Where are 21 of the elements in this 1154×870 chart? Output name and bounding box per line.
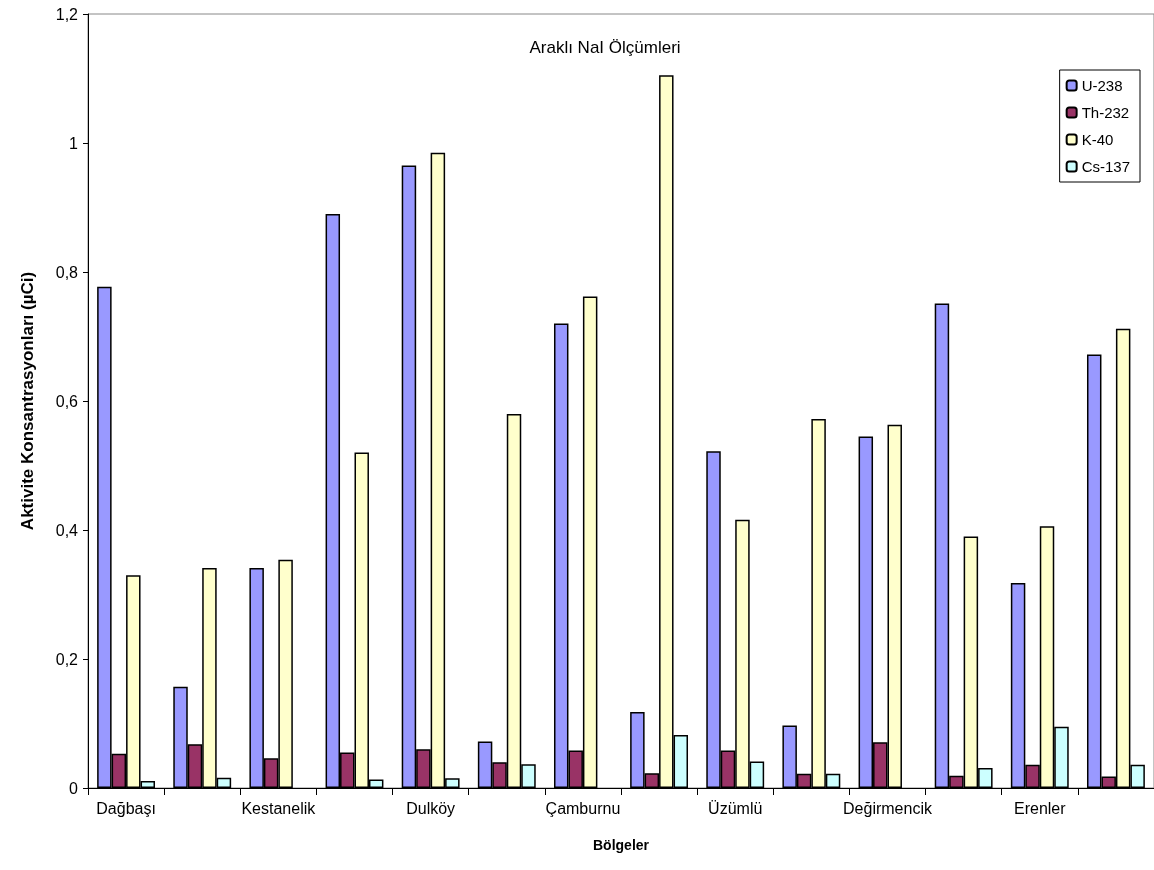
- y-tick-label: 0,4: [55, 521, 79, 539]
- x-tick-label: Dağbaşı: [96, 799, 156, 817]
- x-tick-label: Kestanelik: [241, 799, 317, 817]
- legend-label: Th-232: [1081, 104, 1130, 121]
- x-tick-label: Üzümlü: [708, 799, 763, 817]
- y-tick-label: 0: [69, 779, 79, 797]
- y-tick-label: 1: [69, 134, 79, 152]
- legend-label: Cs-137: [1081, 158, 1130, 175]
- legend-label: K-40: [1081, 131, 1114, 148]
- y-tick-label: 0,6: [55, 392, 79, 410]
- x-tick-label: Dulköy: [406, 799, 456, 817]
- text: Araklı NaI Ölçümleri: [529, 38, 681, 57]
- legend-label: U-238: [1081, 77, 1123, 94]
- x-tick-label: Erenler: [1014, 799, 1067, 817]
- x-axis-title: Bölgeler: [592, 837, 650, 853]
- x-tick-label: Çamburnu: [545, 799, 621, 817]
- y-tick-label: 1,2: [55, 5, 79, 23]
- y-tick-label: 0,2: [55, 650, 79, 668]
- y-axis-title: Aktivite Konsantrasyonları (µCi): [18, 271, 37, 531]
- x-tick-label: Değirmencik: [843, 799, 933, 817]
- y-tick-label: 0,8: [55, 263, 79, 281]
